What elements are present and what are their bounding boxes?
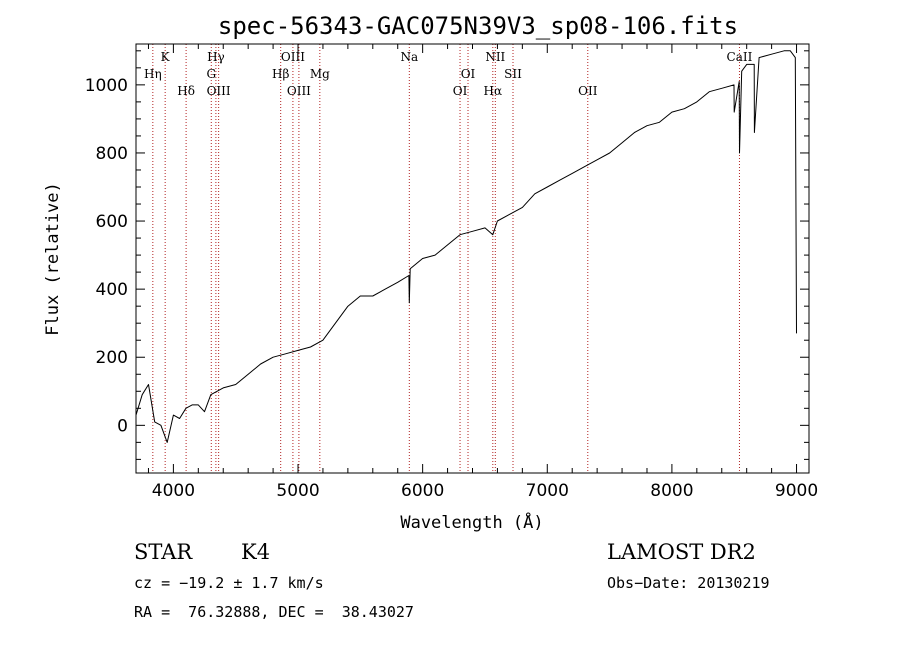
spectral-line-label-10: Na [400, 50, 418, 64]
y-tick-label-5: 1000 [85, 76, 128, 96]
spectral-line-label-7: Hβ [272, 67, 289, 81]
y-tick-label-0: 0 [117, 416, 128, 436]
spectral-line-label-16: OII [578, 84, 598, 98]
spectral-line-label-9: Mg [310, 67, 330, 81]
spectral-line-label-11: OI [461, 67, 476, 81]
series-0-line [135, 50, 797, 443]
plot-frame [135, 43, 810, 474]
spectral-line-label-5: OIII [207, 84, 231, 98]
object-subclass: K4 [241, 540, 271, 564]
y-axis-title: Flux (relative) [43, 182, 63, 336]
observation-date: Obs−Date: 20130219 [607, 574, 770, 592]
coordinates: RA = 76.32888, DEC = 38.43027 [134, 603, 414, 621]
y-tick-label-1: 200 [96, 348, 128, 368]
x-tick-label-3: 7000 [526, 481, 569, 501]
spectral-line-label-6: OIII [281, 50, 305, 64]
x-tick-label-5: 9000 [775, 481, 818, 501]
spectral-line-label-12: OI [453, 84, 468, 98]
x-tick-label-4: 8000 [650, 481, 693, 501]
redshift-velocity: cz = −19.2 ± 1.7 km/s [134, 574, 324, 592]
x-axis-title: Wavelength (Å) [400, 511, 543, 533]
x-tick-label-0: 4000 [152, 481, 195, 501]
spectral-line-label-13: NII [485, 50, 505, 64]
spectral-line-label-0: Hη [144, 67, 162, 81]
y-tick-label-4: 800 [96, 144, 128, 164]
x-tick-label-1: 5000 [276, 481, 319, 501]
spectrum-series [135, 50, 797, 443]
spectral-line-label-4: G [206, 67, 216, 81]
chart-title: spec-56343-GAC075N39V3_sp08-106.fits [218, 12, 738, 40]
survey-name: LAMOST DR2 [607, 540, 756, 564]
axes: 4000 5000 6000 7000 8000 9000 0 200 400 600 800 100… [85, 44, 818, 501]
y-tick-label-3: 600 [96, 212, 128, 232]
spectral-line-label-8: OIII [287, 84, 311, 98]
spectral-line-label-15: SII [504, 67, 522, 81]
spectral-line-label-2: Hδ [177, 84, 195, 98]
spectral-line-label-17: CaII [727, 50, 753, 64]
spectral-line-label-3: Hγ [207, 50, 225, 64]
y-tick-label-2: 400 [96, 280, 128, 300]
x-tick-label-2: 6000 [401, 481, 444, 501]
spectral-line-label-14: Hα [484, 84, 503, 98]
object-class: STAR [134, 540, 193, 564]
spectral-line-label-1: K [161, 50, 171, 64]
